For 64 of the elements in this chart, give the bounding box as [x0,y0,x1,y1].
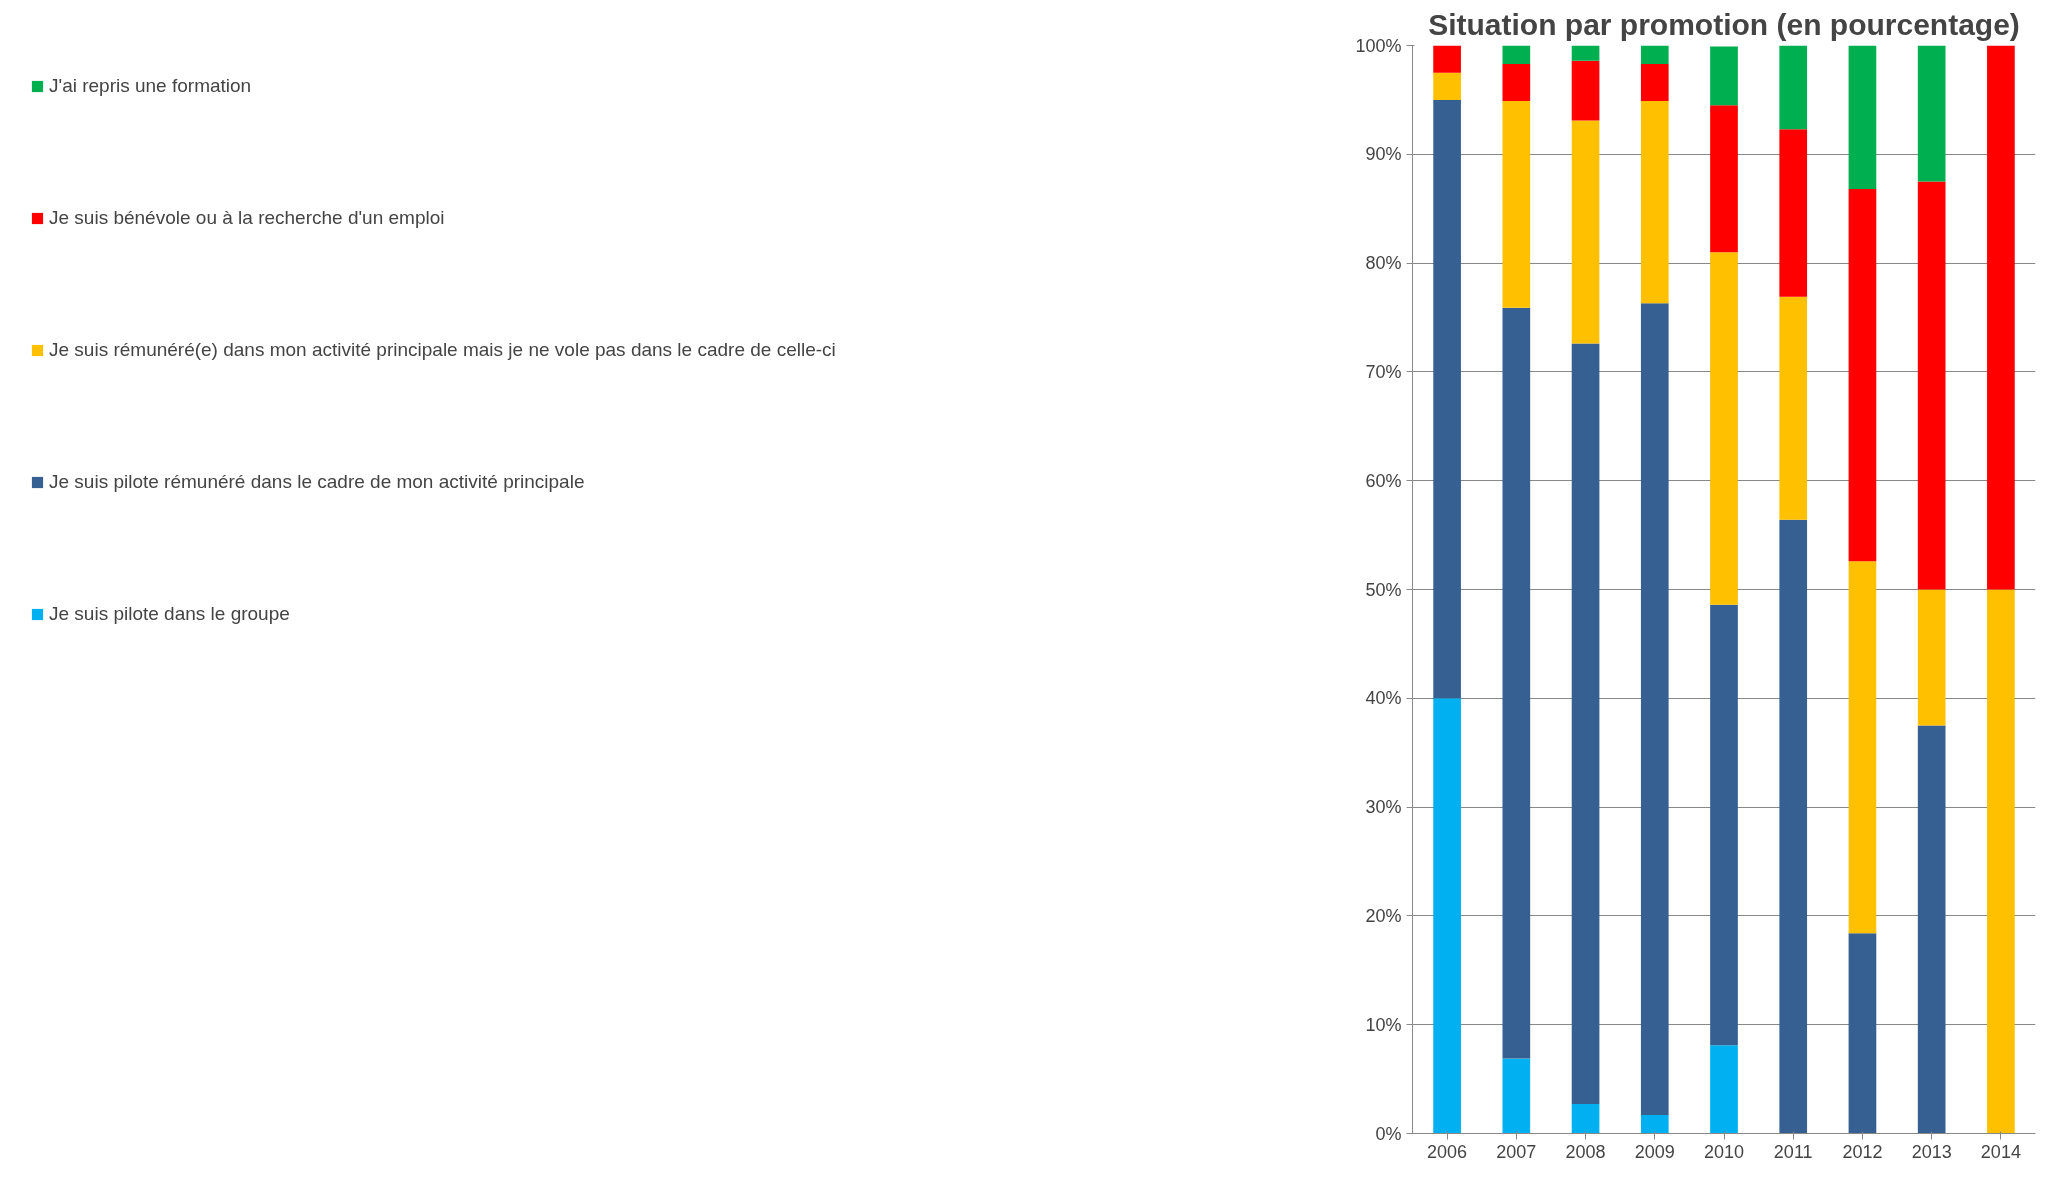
bar [1710,252,1738,605]
bar [1848,45,1877,190]
legend-label: J'ai repris une formation [49,75,252,97]
bar [1710,604,1738,1046]
bar [1987,45,2015,590]
legend-label: Je suis pilote rémunéré dans le cadre de mon activité principale [49,471,585,493]
y-tick-label: 40% [1365,688,1402,709]
bar [1917,589,1946,726]
x-tick-label: 2011 [1773,1141,1813,1162]
x-tick-label: 2007 [1496,1141,1537,1162]
bar [1502,100,1531,308]
bar [1433,698,1461,1134]
bar [1571,60,1600,121]
x-tick-label: 2010 [1703,1141,1745,1162]
legend-label: Je suis rémunéré(e) dans mon activité principale mais je ne vole pas dans le cadre de celle-ci [49,339,836,361]
bar [1640,45,1669,64]
x-tick-label: 2014 [1980,1141,2021,1162]
legend-label: Je suis bénévole ou à la recherche d'un emploi [49,207,445,229]
bar [1502,1058,1531,1134]
bar [1502,45,1531,64]
x-tick-label: 2006 [1427,1141,1468,1162]
y-tick-label: 50% [1365,579,1402,600]
x-tick-label: 2012 [1842,1141,1883,1162]
bar [1571,120,1600,344]
y-tick-label: 0% [1375,1123,1402,1144]
bar [1433,99,1461,699]
bar [1779,45,1808,130]
bar [1640,1115,1669,1134]
chart-title: Situation par promotion (en pourcentage) [1428,7,2020,41]
x-tick-label: 2013 [1911,1141,1952,1162]
y-tick-label: 60% [1365,470,1402,491]
bar [1571,343,1600,1105]
x-tick-label: 2009 [1634,1141,1675,1162]
bar [1987,589,2015,1134]
bar [1502,64,1531,101]
bar [1917,181,1946,590]
bar [1640,100,1669,304]
bar [1640,303,1669,1115]
y-tick-label: 20% [1365,905,1402,926]
bar [1571,45,1600,61]
bar [1710,1045,1738,1134]
bar [1917,45,1946,182]
bar [1848,561,1877,934]
bar [1779,296,1808,520]
bar [1502,307,1531,1059]
y-tick-label: 100% [1355,35,1402,56]
bar [1640,64,1669,101]
x-tick-label: 2008 [1565,1141,1606,1162]
bar [1710,105,1738,253]
y-tick-label: 90% [1365,144,1402,165]
bar [1917,725,1946,1134]
bar [1779,519,1808,1134]
legend-label: Je suis pilote dans le groupe [49,603,290,625]
bar [1710,46,1738,106]
bar [1571,1104,1600,1134]
bar [1848,189,1877,562]
y-tick-label: 70% [1365,361,1402,382]
bar [1779,129,1808,297]
bar [1433,45,1461,73]
bar [1848,933,1877,1134]
y-tick-label: 80% [1365,253,1402,274]
y-tick-label: 10% [1365,1014,1402,1035]
y-tick-label: 30% [1365,797,1402,818]
bar [1433,72,1461,100]
